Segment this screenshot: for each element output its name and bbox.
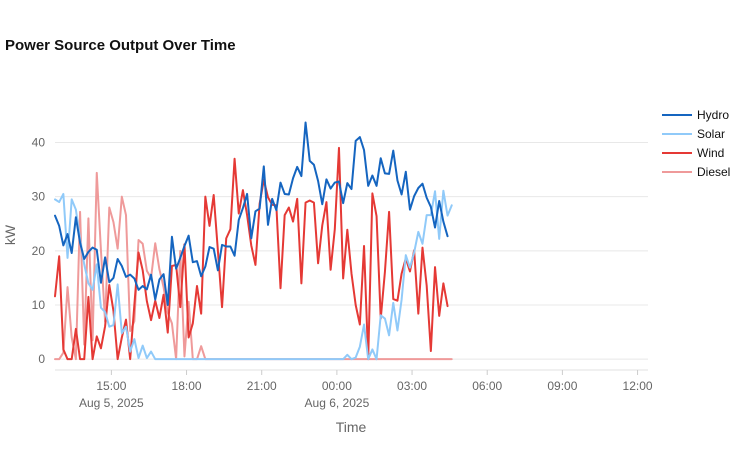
series-line-wind	[54, 146, 449, 361]
x-tick-sublabel: Aug 5, 2025	[79, 396, 144, 410]
legend-label: Hydro	[697, 108, 729, 122]
x-axis: 15:00 Aug 5, 2025 18:00 21:00 00:00 Aug 6, 20…	[55, 369, 653, 410]
x-tick-label: 21:00	[247, 379, 277, 393]
legend-label: Wind	[697, 146, 724, 160]
x-tick-label: 15:00	[96, 379, 126, 393]
legend-item-wind[interactable]: Wind	[662, 146, 724, 160]
x-axis-title: Time	[336, 419, 367, 435]
legend-label: Solar	[697, 127, 725, 141]
y-tick-label: 20	[32, 244, 46, 258]
x-tick-sublabel: Aug 6, 2025	[305, 396, 370, 410]
chart-title: Power Source Output Over Time	[5, 37, 236, 54]
legend: Hydro Solar Wind Diesel	[662, 108, 730, 179]
x-tick-label: 09:00	[547, 379, 577, 393]
series-line-hydro	[54, 121, 449, 306]
legend-item-solar[interactable]: Solar	[662, 127, 725, 141]
x-tick-label: 00:00	[322, 379, 352, 393]
legend-item-hydro[interactable]: Hydro	[662, 108, 729, 122]
x-tick-label: 18:00	[172, 379, 202, 393]
y-tick-label: 40	[32, 136, 46, 150]
y-tick-label: 30	[32, 190, 46, 204]
y-axis-title: kW	[2, 224, 18, 245]
series-lines	[54, 121, 453, 361]
y-tick-label: 10	[32, 298, 46, 312]
x-tick-label: 03:00	[397, 379, 427, 393]
series-line-solar	[54, 189, 453, 361]
x-tick-label: 12:00	[623, 379, 653, 393]
x-tick-label: 06:00	[472, 379, 502, 393]
legend-label: Diesel	[697, 165, 730, 179]
y-tick-label: 0	[38, 352, 45, 366]
legend-item-diesel[interactable]: Diesel	[662, 165, 730, 179]
y-axis: 0 10 20 30 40	[32, 136, 46, 367]
